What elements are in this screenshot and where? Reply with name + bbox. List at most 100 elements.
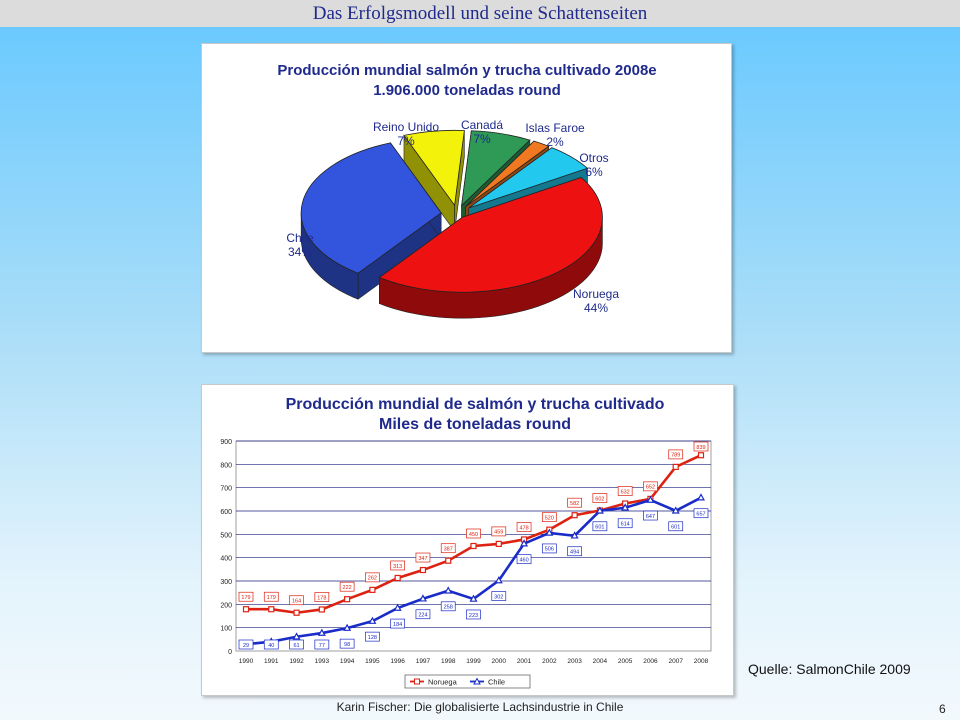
point-marker <box>470 542 477 550</box>
point-marker <box>696 493 706 501</box>
data-label-box <box>491 526 507 537</box>
pie-chart-panel: Producción mundial salmón y trucha culti… <box>201 43 732 353</box>
data-label: 40 <box>268 643 274 649</box>
point-marker <box>318 606 325 613</box>
data-label-box <box>365 572 380 583</box>
legend-label-chile: Chile <box>488 678 505 687</box>
y-tick-label: 600 <box>220 509 232 516</box>
data-label-box <box>390 560 406 571</box>
point-marker <box>571 512 578 519</box>
data-label: 179 <box>267 595 276 601</box>
data-label: 494 <box>570 550 579 556</box>
data-label-box <box>567 497 582 508</box>
pie-slice-reino-unido <box>403 129 465 233</box>
data-label-box <box>592 521 608 532</box>
x-tick-label: 1993 <box>315 658 330 665</box>
data-label-box <box>516 554 532 565</box>
data-label-box <box>592 493 608 503</box>
data-label-box <box>668 521 684 532</box>
data-label-box <box>238 591 254 602</box>
data-label-box <box>263 639 279 650</box>
point-marker <box>293 609 300 616</box>
x-tick-label: 1992 <box>289 658 304 665</box>
data-label: 652 <box>646 485 655 491</box>
x-tick-label: 2004 <box>593 658 608 665</box>
data-label: 302 <box>494 594 503 600</box>
line-subtitle: Miles de toneladas round <box>379 416 571 433</box>
data-label-box <box>263 591 279 602</box>
series-chile: 29 40 61 77 98 128 184 224 258 223 302 460 506 494 601… <box>238 493 709 650</box>
pie-subtitle: 1.906.000 toneladas round <box>373 82 561 99</box>
source-note: Quelle: SalmonChile 2009 <box>748 661 911 677</box>
point-marker <box>621 503 630 511</box>
data-label-box <box>238 639 254 650</box>
y-tick-label: 800 <box>220 462 232 469</box>
data-label: 77 <box>319 643 325 649</box>
data-label: 647 <box>646 514 655 520</box>
data-label-box <box>516 522 532 532</box>
x-tick-label: 2006 <box>643 658 658 665</box>
pie-slice-noruega <box>378 177 603 319</box>
data-label-box <box>491 591 507 601</box>
point-marker <box>445 557 452 564</box>
line-title: Producción mundial de salmón y trucha cu… <box>286 396 665 413</box>
line-chart-panel: Producción mundial de salmón y trucha cu… <box>201 384 734 696</box>
x-tick-label: 2008 <box>694 658 709 665</box>
data-label-box <box>617 518 633 529</box>
x-tick-label: 1996 <box>390 658 405 665</box>
legend-label-noruega: Noruega <box>428 678 458 687</box>
data-label: 601 <box>671 525 680 531</box>
point-marker <box>242 606 250 613</box>
point-marker <box>469 594 478 602</box>
y-tick-label: 300 <box>220 579 232 586</box>
x-tick-label: 1994 <box>340 658 355 665</box>
pie-slice-chile <box>300 141 442 300</box>
point-marker <box>595 506 604 514</box>
x-tick-label: 2000 <box>492 658 507 665</box>
y-tick-label: 100 <box>220 626 232 633</box>
pie-percent-noruega: 44% <box>584 301 608 315</box>
data-label-box <box>440 543 456 554</box>
y-tick-label: 0 <box>228 649 232 656</box>
data-label: 387 <box>444 547 453 553</box>
point-marker <box>646 495 655 503</box>
data-label: 258 <box>444 605 453 611</box>
data-label: 184 <box>393 622 402 628</box>
data-label: 601 <box>595 525 604 531</box>
x-tick-label: 1999 <box>466 658 481 665</box>
data-label-box <box>415 609 431 620</box>
data-label: 347 <box>418 556 427 562</box>
pie-label-reino-unido: Reino Unido <box>373 120 439 134</box>
data-label: 450 <box>469 532 478 538</box>
pie-percent-chile: 34% <box>288 245 312 259</box>
data-label: 582 <box>570 501 579 507</box>
point-marker <box>344 596 351 603</box>
x-tick-label: 1997 <box>416 658 431 665</box>
data-label: 29 <box>243 643 249 649</box>
y-tick-label: 500 <box>220 532 232 539</box>
data-label: 164 <box>292 599 301 605</box>
data-label-box <box>668 449 684 460</box>
x-tick-label: 1995 <box>365 658 380 665</box>
point-marker <box>570 531 579 539</box>
point-marker <box>394 574 401 582</box>
data-label: 839 <box>696 445 705 451</box>
point-marker <box>495 540 502 547</box>
data-label-box <box>365 631 380 642</box>
point-marker <box>672 463 679 471</box>
pie-label-otros: Otros <box>579 151 608 165</box>
data-label: 179 <box>241 595 250 601</box>
point-marker <box>369 586 376 593</box>
data-label-box <box>314 639 330 650</box>
x-tick-label: 2001 <box>517 658 532 665</box>
data-label: 313 <box>393 564 402 570</box>
data-label: 98 <box>344 642 350 648</box>
data-label: 478 <box>519 525 528 531</box>
x-tick-label: 1990 <box>239 658 254 665</box>
point-marker <box>444 586 453 594</box>
data-label: 222 <box>343 585 352 591</box>
data-label-box <box>466 528 481 539</box>
data-label: 223 <box>469 613 478 619</box>
line-chart: Producción mundial de salmón y trucha cu… <box>220 396 712 689</box>
pie-label-chile: Chile <box>286 231 314 245</box>
